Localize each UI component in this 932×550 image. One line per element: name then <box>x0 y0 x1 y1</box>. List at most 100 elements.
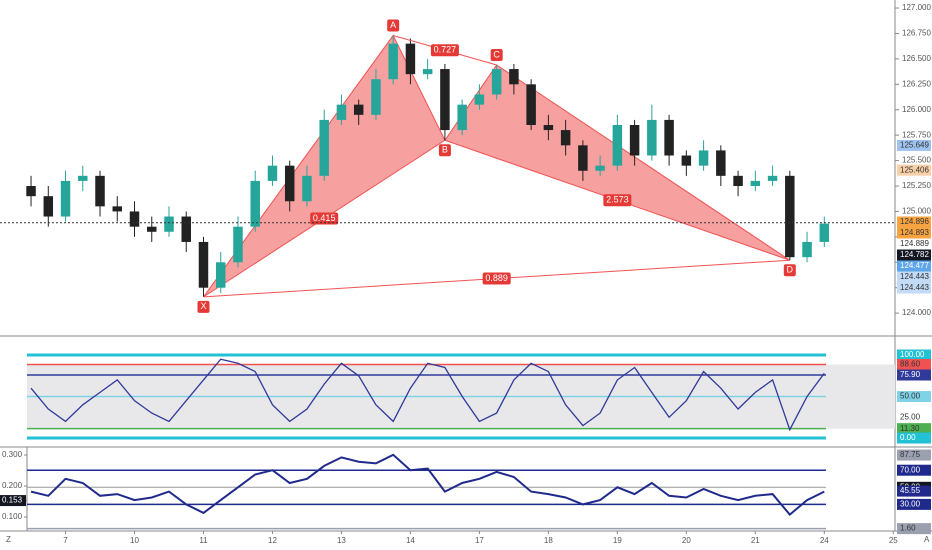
candle-body <box>267 165 278 181</box>
candle-body <box>388 43 398 80</box>
y-tick-label: 125.500 <box>902 156 931 165</box>
candle-body <box>560 130 571 146</box>
oscillator-tick-label: 100.00 <box>900 350 925 359</box>
oscillator-tick-label: 75.90 <box>900 370 921 379</box>
candle-body <box>147 226 157 232</box>
candle-body <box>526 84 536 125</box>
rsi-tick-label-box <box>897 523 931 535</box>
y-tick-label: 126.750 <box>902 29 931 38</box>
ratio-box <box>603 194 632 207</box>
rsi-tick-label: 45.55 <box>900 486 921 495</box>
price-label-box <box>897 227 931 239</box>
y-tick-label: 124.000 <box>902 308 931 317</box>
rsi-left-label: 0.300 <box>2 450 23 459</box>
candle-body <box>681 155 692 166</box>
x-tick-label: 21 <box>751 536 760 545</box>
candle-body <box>181 216 191 242</box>
rsi-tick-label: 70.00 <box>900 465 921 474</box>
x-tick-label: 19 <box>613 536 622 545</box>
ratio-box <box>310 212 339 225</box>
x-tick-label: 14 <box>406 536 415 545</box>
ratio-label: 0.727 <box>434 45 457 55</box>
x-tick-label: 7 <box>63 536 68 545</box>
oscillator-tick-label-box <box>897 391 931 403</box>
pattern-point <box>387 19 400 32</box>
rsi-line <box>30 453 825 517</box>
price-label-box <box>897 216 931 228</box>
candle-body <box>767 175 778 181</box>
candle-body <box>95 175 105 207</box>
oscillator-tick-label: 0.00 <box>900 433 916 442</box>
candle-body <box>819 223 830 242</box>
rsi-tick-label-box <box>897 464 931 476</box>
rsi-tick-label: 1.60 <box>900 524 916 533</box>
y-tick-label: 125.750 <box>902 130 931 139</box>
candle-body <box>405 43 416 75</box>
candle-body <box>491 69 502 95</box>
price-label-box <box>897 249 931 261</box>
oscillator-tick-label: 11.30 <box>900 424 920 433</box>
price-label: 125.649 <box>900 141 929 150</box>
y-tick-label: 126.500 <box>902 54 931 63</box>
candle-body <box>215 262 226 288</box>
x-tick-label: 20 <box>682 536 691 545</box>
rsi-left-label: 0.200 <box>2 481 23 490</box>
candle-body <box>250 180 260 227</box>
rsi-left-box <box>0 495 26 507</box>
oscillator-tick-label-box <box>897 423 931 435</box>
corner-label: Z <box>6 535 11 544</box>
ratio-label: 0.415 <box>313 213 336 223</box>
candle-body <box>440 69 450 131</box>
x-tick-label: 13 <box>337 536 346 545</box>
candle-body <box>802 241 812 258</box>
price-label: 124.893 <box>900 228 929 237</box>
candle-body <box>474 94 485 105</box>
y-tick-label: 126.250 <box>902 79 931 88</box>
ratio-label: 0.889 <box>485 273 508 283</box>
candle-body <box>716 150 726 176</box>
candle-body <box>371 79 381 115</box>
candle-body <box>112 206 123 212</box>
candle-body <box>302 175 312 202</box>
rsi-left-label: 0.100 <box>2 512 23 521</box>
candle-body <box>198 241 209 288</box>
price-label: 124.443 <box>900 272 929 281</box>
candle-body <box>629 124 640 156</box>
oscillator-tick-label-box <box>897 358 931 370</box>
price-label-box <box>897 238 931 250</box>
candle-body <box>43 196 54 217</box>
pattern-point-label: A <box>390 20 396 30</box>
price-label: 124.889 <box>900 239 929 248</box>
candle-body <box>284 165 295 202</box>
x-tick-label: 10 <box>130 536 139 545</box>
price-label: 124.477 <box>900 261 929 270</box>
candle-body <box>26 186 36 197</box>
pattern-point-label: B <box>442 145 448 155</box>
candle-body <box>647 119 657 156</box>
price-label-box <box>897 271 931 283</box>
candle-body <box>578 145 588 171</box>
candle-body <box>750 180 761 187</box>
candle-body <box>664 119 674 156</box>
candle-body <box>233 226 243 263</box>
x-tick-label: 17 <box>475 536 484 545</box>
y-tick-label: 127.000 <box>902 3 931 12</box>
x-tick-label: 25 <box>889 536 898 545</box>
x-tick-label: 18 <box>544 536 553 545</box>
pattern-point-label: C <box>493 49 500 59</box>
ratio-box <box>482 272 511 285</box>
candle-body <box>60 180 71 217</box>
candle-body <box>698 150 709 166</box>
pattern-point-label: D <box>787 265 794 275</box>
rsi-tick-label: 87.75 <box>900 450 921 459</box>
pattern-point <box>197 300 210 313</box>
price-label: 124.782 <box>900 250 929 259</box>
candle-body <box>785 175 795 258</box>
pattern-point <box>490 48 503 61</box>
price-label: 124.443 <box>900 283 929 292</box>
oscillator-tick-label: 25.00 <box>900 412 921 421</box>
rsi-tick-label-box <box>897 485 931 497</box>
price-label: 124.896 <box>900 217 929 226</box>
